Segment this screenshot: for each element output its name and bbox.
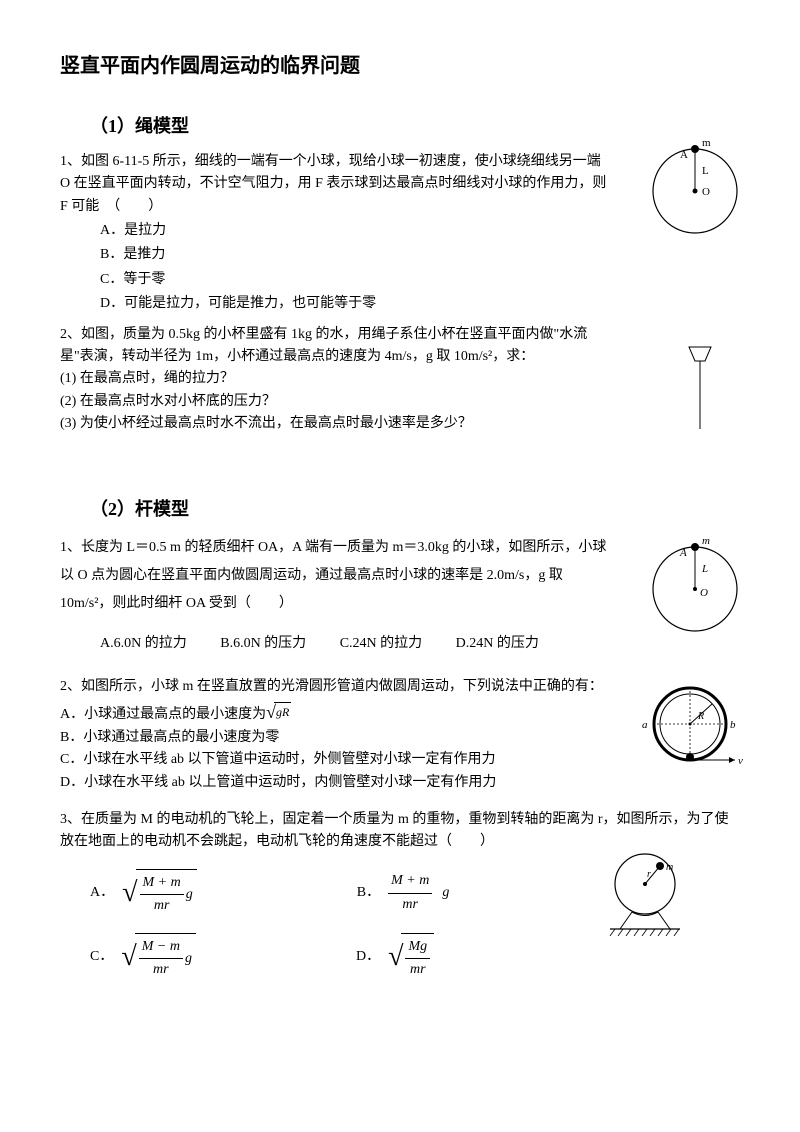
s2-q1-opt-a: A.6.0N 的拉力 [100,633,187,655]
fig-r-label: r [647,869,651,880]
s2-q3-opt-d: D． √Mgmr [356,933,434,982]
s2-q2: 2、如图所示，小球 m 在竖直放置的光滑圆形管道内做圆周运动，下列说法中正确的有… [60,676,740,794]
s1-q1-opt-c: C．等于零 [100,269,740,291]
s2-q3-figure: r m [590,844,700,952]
fig-a-label: A [679,547,687,559]
s2-q2-figure: R a b v [630,676,750,784]
s1-q1: 1、如图 6-11-5 所示，细线的一端有一个小球，现给小球一初速度，使小球绕细… [60,151,740,316]
s2-q3-opt-c: C． √M − mmrg [90,933,196,982]
s1-q2-figure [675,339,725,447]
s2-q1-opt-d: D.24N 的压力 [456,633,539,655]
s1-q2: 2、如图，质量为 0.5kg 的小杯里盛有 1kg 的水，用绳子系住小杯在竖直平… [60,324,740,436]
fig-a-label: a [642,719,648,731]
fig-a-label: A [680,149,688,161]
s1-q2-p1: (1) 在最高点时，绳的拉力？ [60,368,740,390]
s1-q2-p2: (2) 在最高点时水对小杯底的压力？ [60,391,740,413]
s1-q2-stem: 2、如图，质量为 0.5kg 的小杯里盛有 1kg 的水，用绳子系住小杯在竖直平… [60,324,740,369]
s2-q1: 1、长度为 L＝0.5 m 的轻质细杆 OA，A 端有一质量为 m＝3.0kg … [60,534,740,655]
fig-l-label: L [702,165,709,177]
fig-l-label: L [701,563,708,575]
fig-o-label: O [700,587,708,599]
s1-q1-opt-d: D．可能是拉力，可能是推力，也可能等于零 [100,293,740,315]
fig-m-label: m [666,862,673,873]
s2-q1-opt-c: C.24N 的拉力 [340,633,422,655]
s2-q1-stem: 1、长度为 L＝0.5 m 的轻质细杆 OA，A 端有一质量为 m＝3.0kg … [60,534,740,618]
fig-m-label: m [702,137,711,149]
s1-q1-figure: m A L O [640,136,750,254]
s1-q1-stem: 1、如图 6-11-5 所示，细线的一端有一个小球，现给小球一初速度，使小球绕细… [60,151,740,218]
fig-o-label: O [702,186,710,198]
s2-q3-opt-a: A． √M + mmrg [90,869,197,918]
s1-q2-p3: (3) 为使小杯经过最高点时水不流出，在最高点时最小速率是多少？ [60,413,740,435]
s2-q3-opt-b: B． M + mmrg [357,870,450,916]
page-title: 竖直平面内作圆周运动的临界问题 [60,50,740,82]
fig-m-label: m [702,535,710,547]
s2-q1-opt-b: B.6.0N 的压力 [220,633,306,655]
section2-heading: （2）杆模型 [90,495,740,524]
fig-v-label: v [738,755,743,767]
s2-q1-figure: m A L O [640,534,750,652]
fig-b-label: b [730,719,736,731]
s2-q3: 3、在质量为 M 的电动机的飞轮上，固定着一个质量为 m 的重物，重物到转轴的距… [60,809,740,981]
fig-r-label: R [697,711,704,722]
